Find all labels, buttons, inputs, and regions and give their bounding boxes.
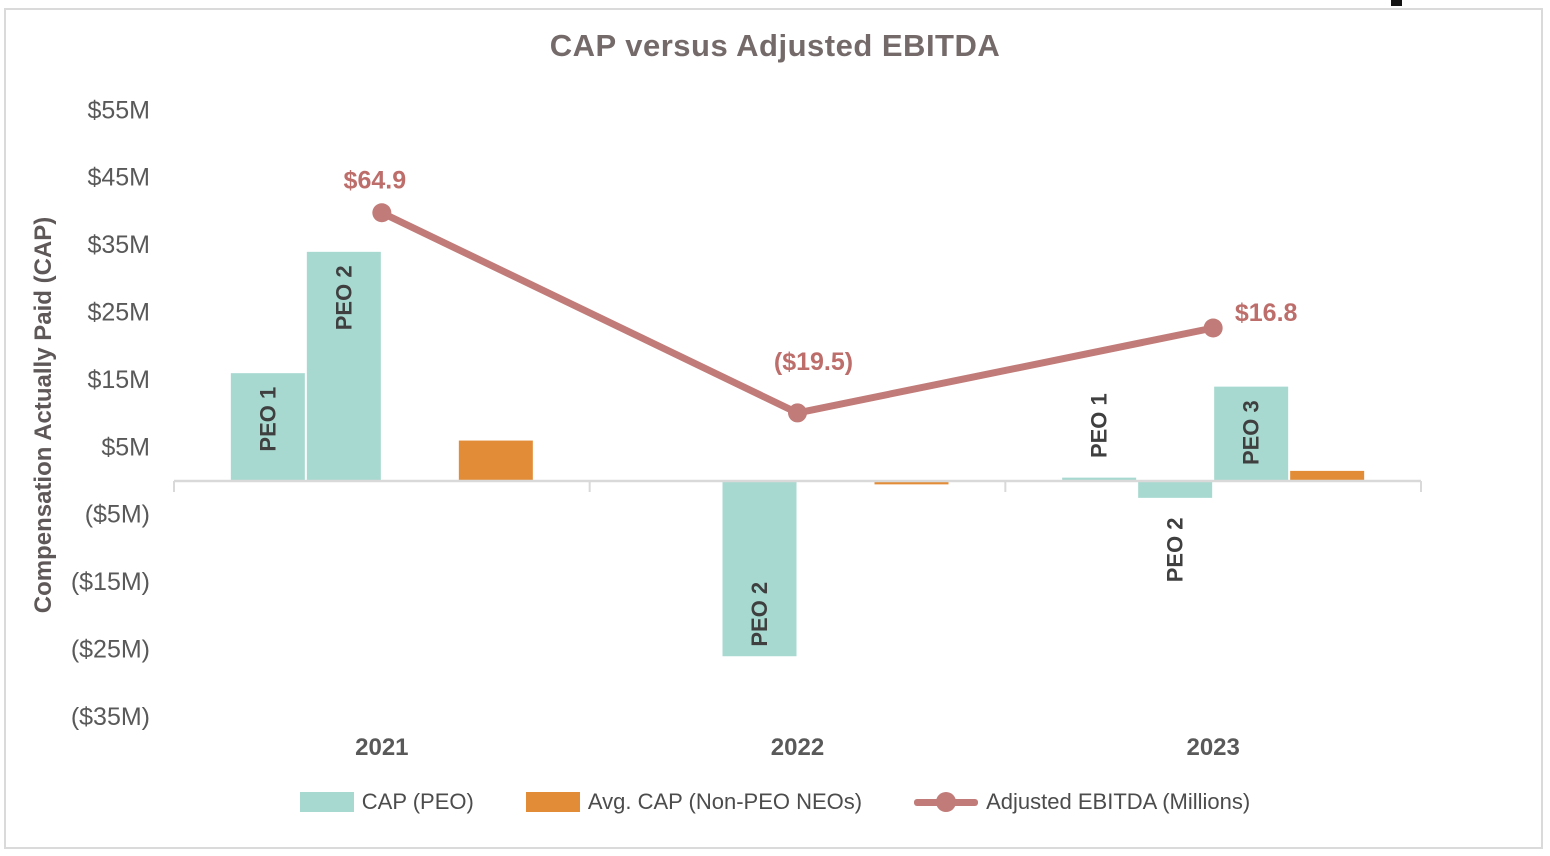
bar-2023-avg — [1290, 470, 1365, 481]
legend-item-avg-cap: Avg. CAP (Non-PEO NEOs) — [525, 789, 863, 815]
legend-label-avg-cap: Avg. CAP (Non-PEO NEOs) — [587, 789, 863, 814]
y-tick-label: $25M — [87, 299, 150, 327]
chart-frame-border — [4, 8, 1543, 849]
bar-label: PEO 2 — [331, 265, 356, 330]
legend-item-adjusted-ebitda: Adjusted EBITDA (Millions) — [914, 789, 1250, 815]
legend-swatch-ebitda-line — [914, 791, 979, 813]
ebitda-marker — [1203, 318, 1223, 338]
legend-marker-icon — [936, 792, 957, 812]
ebitda-marker — [788, 403, 807, 423]
y-tick-label: $5M — [101, 433, 150, 461]
bar-2023-peo-2 — [1138, 481, 1213, 498]
x-category-label: 2021 — [355, 734, 408, 761]
bar-label: PEO 3 — [1239, 400, 1264, 465]
y-tick-label: $15M — [87, 366, 150, 394]
bar-label: PEO 2 — [747, 582, 772, 647]
x-category-label: 2022 — [771, 734, 824, 761]
chart-title: CAP versus Adjusted EBITDA — [549, 28, 1001, 63]
legend-label-adjusted-ebitda: Adjusted EBITDA (Millions) — [986, 789, 1251, 814]
bar-label: PEO 2 — [1163, 517, 1188, 582]
bar-2023-peo-1 — [1062, 477, 1137, 481]
bar-2022-avg — [874, 481, 949, 485]
legend-label-cap-peo: CAP (PEO) — [361, 789, 474, 814]
y-tick-label: $45M — [87, 164, 150, 192]
ebitda-data-label: $16.8 — [1235, 299, 1298, 327]
y-tick-label: ($35M) — [71, 703, 150, 731]
y-tick-label: ($25M) — [71, 636, 150, 664]
y-tick-label: $35M — [87, 231, 150, 259]
x-category-label: 2023 — [1186, 734, 1239, 761]
legend-item-cap-peo: CAP (PEO) — [299, 789, 474, 815]
bar-label: PEO 1 — [255, 387, 280, 452]
bar-2022-peo-2 — [722, 481, 797, 657]
legend-swatch-avg-cap — [525, 792, 580, 812]
ebitda-data-label: ($19.5) — [774, 348, 853, 376]
y-tick-label: $55M — [87, 96, 150, 124]
bar-2023-peo-3 — [1214, 386, 1289, 481]
y-tick-label: ($15M) — [71, 568, 150, 596]
top-edge-artifact-mark — [1391, 0, 1402, 6]
y-tick-label: ($5M) — [85, 501, 150, 529]
bar-label: PEO 1 — [1087, 393, 1112, 458]
ebitda-data-label: $64.9 — [344, 167, 407, 195]
bar-2021-peo-1 — [230, 373, 305, 481]
ebitda-marker — [372, 203, 392, 223]
legend-swatch-cap-peo — [299, 792, 354, 812]
legend: CAP (PEO) Avg. CAP (Non-PEO NEOs) Adjust… — [0, 789, 1550, 815]
bar-2021-avg — [458, 440, 533, 481]
bar-2021-peo-2 — [306, 251, 381, 481]
ebitda-line — [378, 209, 1217, 417]
